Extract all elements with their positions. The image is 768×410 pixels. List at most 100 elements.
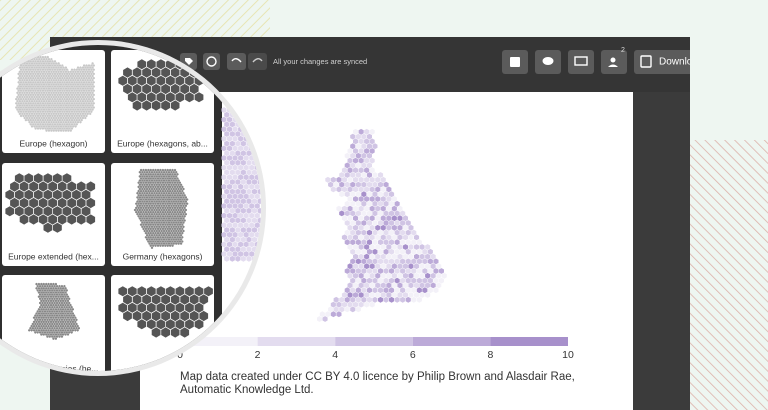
hexagon [69, 99, 72, 103]
hexagon [75, 123, 78, 126]
hexagon [56, 297, 59, 301]
hexagon [138, 191, 141, 195]
hexagon [62, 299, 65, 303]
redo-button[interactable] [248, 53, 267, 70]
hexagon [67, 214, 77, 225]
hexagon [39, 284, 42, 288]
hexagon [26, 87, 29, 90]
hexagon [92, 102, 95, 105]
hexagon [66, 106, 69, 109]
hexagon [35, 282, 38, 286]
hexagon [61, 123, 64, 126]
hexagon [29, 89, 32, 92]
hexagon [161, 100, 170, 111]
hexagon [68, 326, 71, 330]
hexagon [78, 68, 81, 71]
hexagon [227, 193, 233, 200]
hexagon [142, 206, 145, 210]
hexagon [161, 327, 170, 338]
hexagon [232, 183, 238, 190]
hexagon [369, 224, 375, 231]
hexagon [411, 268, 417, 274]
hexagon [408, 263, 414, 270]
hexagon [30, 95, 34, 99]
hexagon [63, 123, 66, 126]
hexagon [70, 310, 73, 313]
hexagon [171, 227, 174, 231]
hexagon [170, 183, 173, 187]
hexagon [405, 248, 411, 255]
hexagon [49, 60, 52, 63]
hexagon [386, 234, 392, 241]
hexagon [84, 116, 87, 120]
hexagon [28, 104, 31, 107]
hexagon [350, 172, 356, 178]
hexagon [47, 62, 51, 65]
hexagon [176, 173, 179, 176]
hexagon [70, 102, 74, 105]
hexagon [47, 83, 51, 86]
hexagon [18, 104, 21, 107]
hexagon [347, 282, 353, 289]
hexagon [137, 210, 140, 214]
hexagon [173, 189, 177, 193]
hexagon [166, 231, 169, 235]
hexagon [43, 301, 47, 305]
hexagon [67, 108, 70, 111]
hexagon [64, 120, 67, 124]
hexagon [76, 108, 80, 111]
hexagon [221, 231, 227, 238]
hexagon [42, 291, 45, 294]
hexagon [155, 233, 158, 237]
hexagon [344, 152, 350, 159]
hexagon [150, 246, 154, 250]
hexagon [49, 72, 52, 76]
hexagon [176, 231, 179, 235]
hexagon [159, 202, 162, 205]
history-button[interactable] [203, 53, 220, 70]
hexagon [34, 93, 37, 97]
hexagon [153, 238, 156, 241]
hexagon [144, 181, 147, 184]
hexagon [73, 81, 76, 84]
hexagon [189, 83, 199, 95]
hexagon [251, 179, 257, 185]
hexagon [146, 170, 149, 174]
hexagon [155, 200, 158, 203]
hexagon [402, 224, 408, 231]
hexagon [66, 303, 70, 307]
hexagon [56, 93, 59, 97]
hexagon [49, 291, 53, 294]
hexagon [80, 118, 83, 122]
hexagon [243, 241, 249, 248]
hexagon [53, 293, 56, 296]
hexagon [369, 301, 375, 308]
hexagon [59, 291, 62, 294]
hexagon [50, 91, 53, 95]
hexagon [341, 234, 347, 241]
hexagon [47, 104, 51, 107]
hexagon [58, 85, 61, 88]
hexagon [65, 305, 68, 309]
hexagon [41, 72, 44, 76]
hexagon [154, 236, 157, 239]
hexagon [165, 208, 168, 212]
hexagon [28, 95, 31, 99]
hexagon [55, 70, 58, 74]
hexagon [62, 303, 65, 307]
hexagon [23, 104, 26, 107]
hexagon [165, 242, 168, 245]
hexagon [22, 68, 25, 71]
hexagon [40, 312, 43, 315]
hexagon [44, 81, 47, 84]
hexagon [58, 72, 61, 76]
hexagon [180, 212, 183, 216]
undo-button[interactable] [227, 53, 246, 70]
hexagon [41, 127, 44, 130]
hexagon [57, 181, 67, 192]
hexagon [138, 175, 141, 178]
hexagon [46, 106, 49, 109]
preview-button[interactable] [568, 50, 594, 74]
hexagon [75, 322, 78, 326]
hexagon [169, 189, 172, 193]
